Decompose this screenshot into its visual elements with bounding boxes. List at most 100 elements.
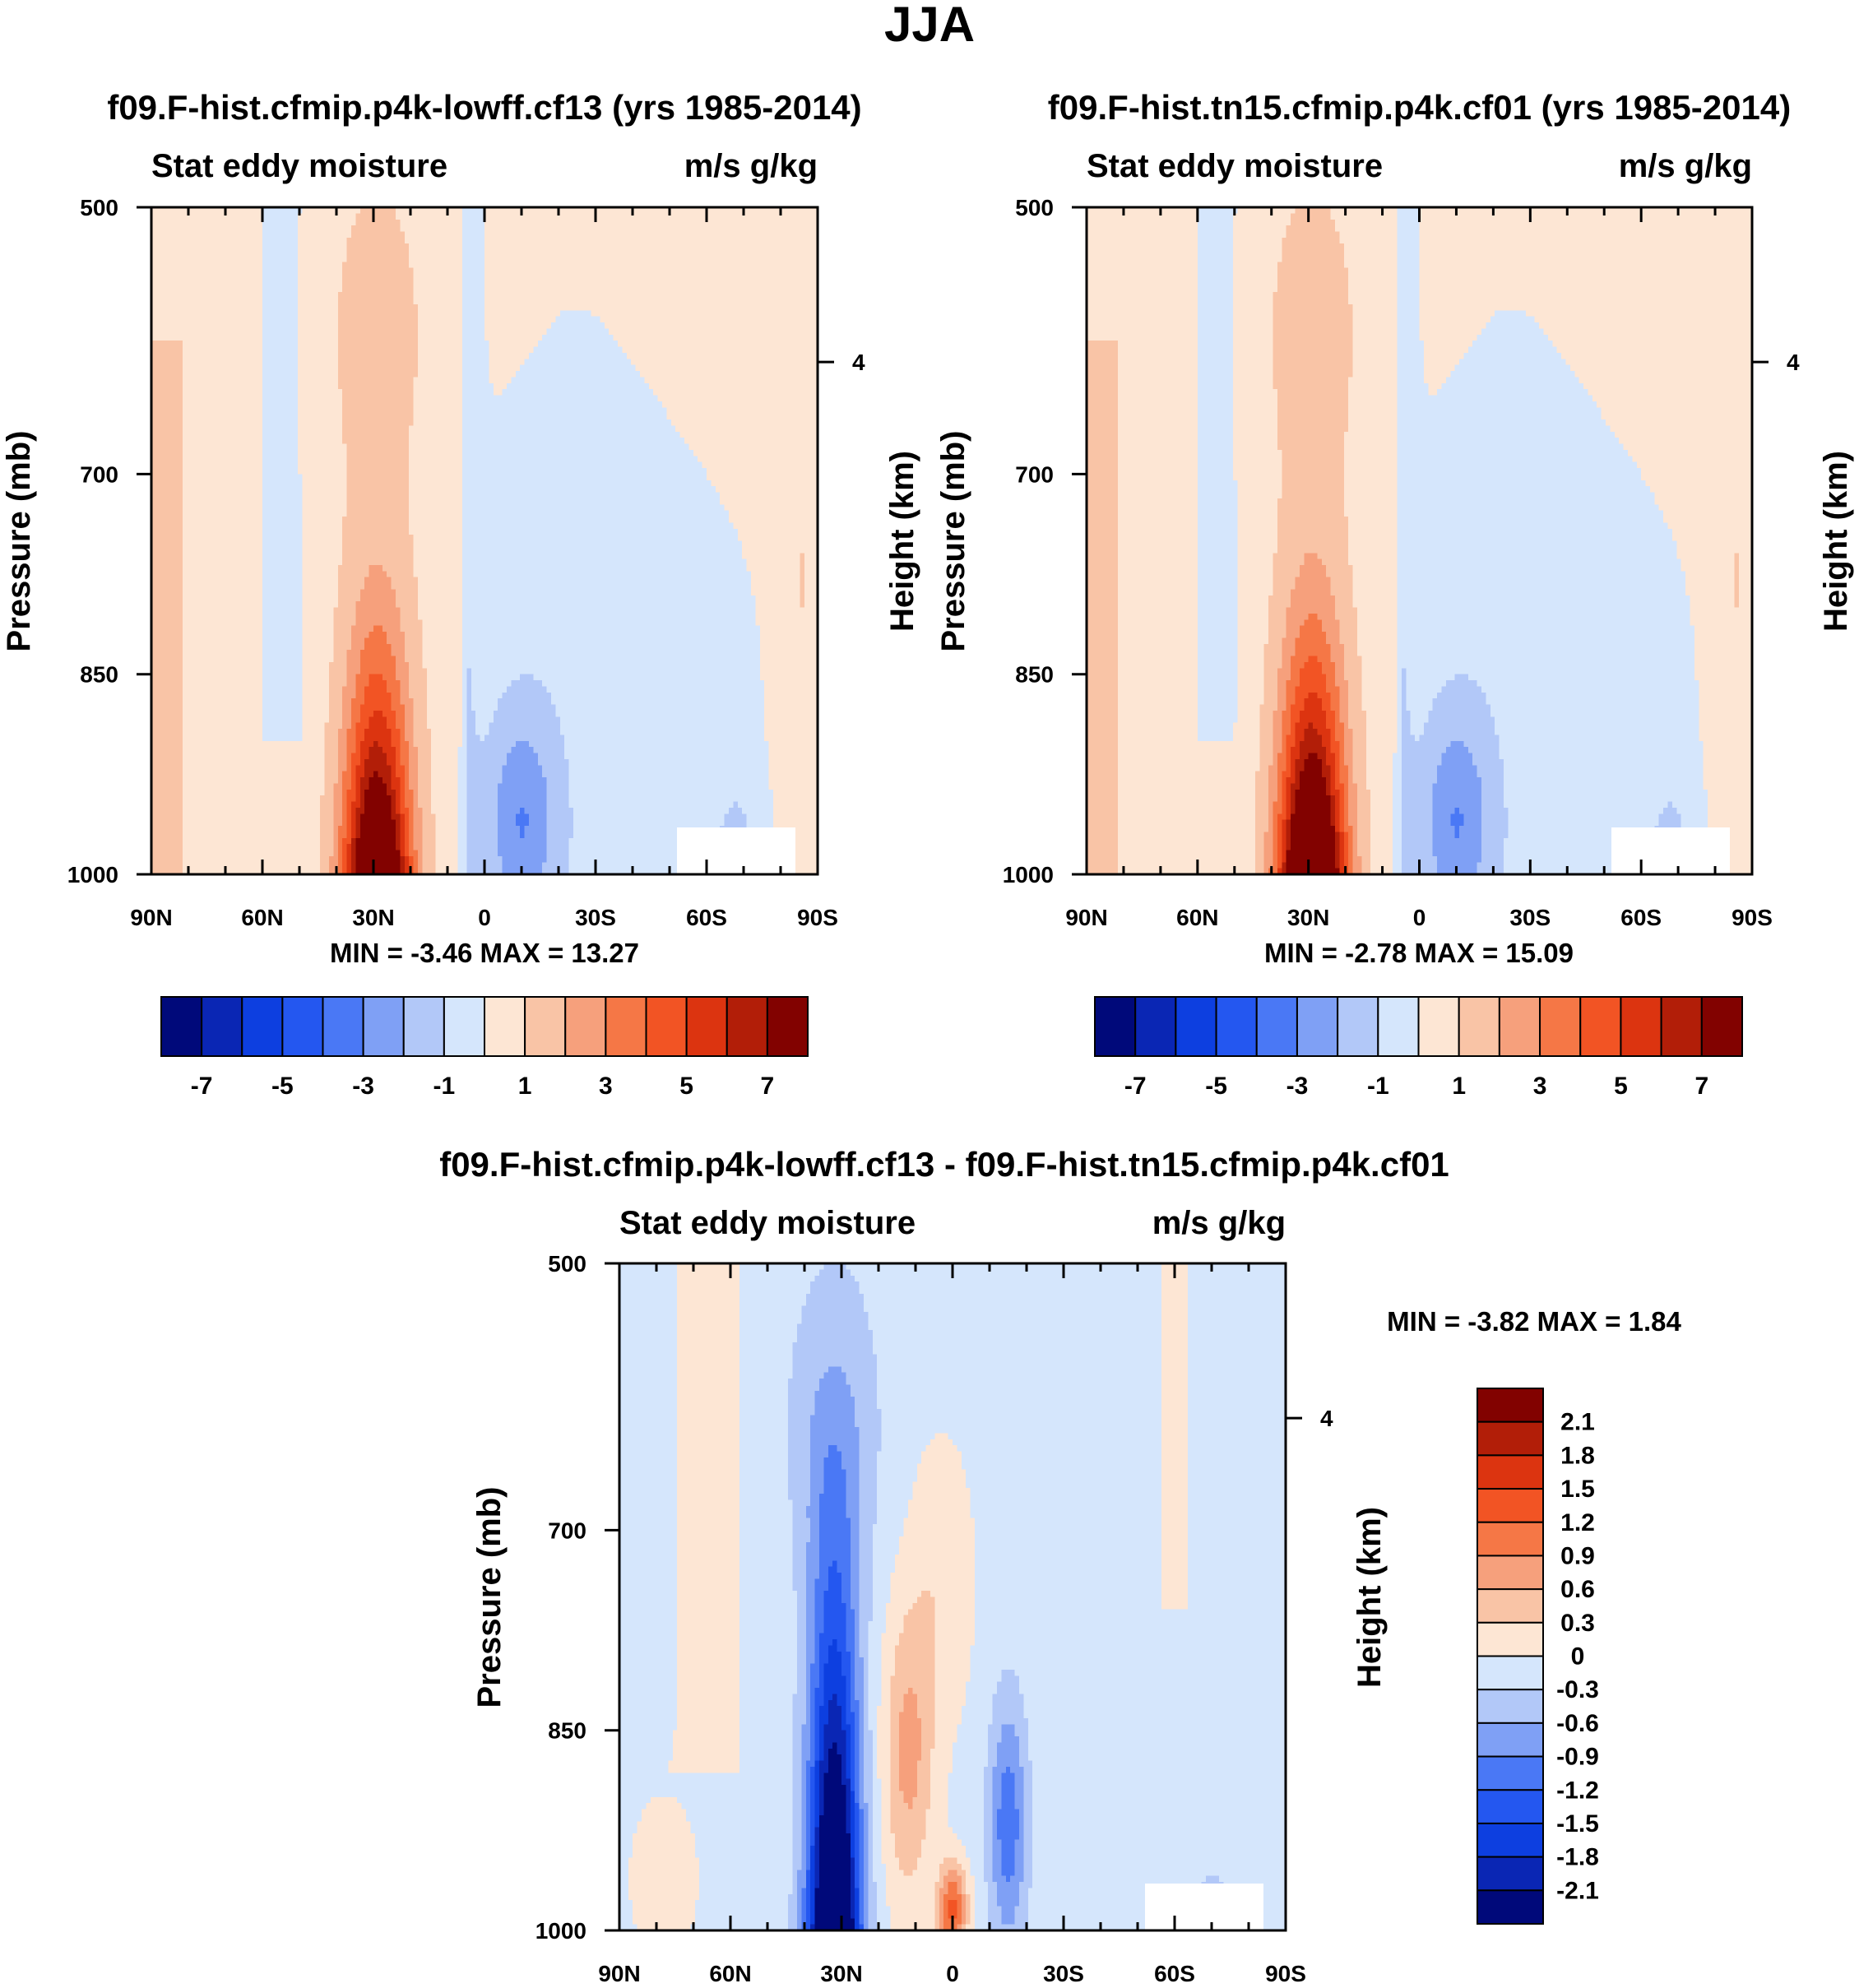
field-cell xyxy=(864,1712,869,1719)
field-cell xyxy=(1232,395,1278,402)
field-cell xyxy=(1348,850,1354,857)
field-cell xyxy=(1401,704,1407,711)
field-cell xyxy=(409,819,415,827)
colorbar-box xyxy=(1539,996,1582,1057)
field-cell xyxy=(1019,1681,1286,1689)
field-cell xyxy=(912,1688,935,1695)
field-cell xyxy=(1495,729,1699,736)
field-cell xyxy=(1232,249,1282,257)
field-cell xyxy=(1321,758,1327,766)
field-cell xyxy=(396,789,401,796)
field-cell xyxy=(677,1663,740,1671)
field-cell xyxy=(890,1809,927,1816)
min-max-label: MIN = -3.46 MAX = 13.27 xyxy=(330,938,639,968)
field-cell xyxy=(894,1645,935,1652)
field-cell xyxy=(961,1912,967,1919)
field-cell xyxy=(1299,783,1327,790)
field-cell xyxy=(182,813,321,821)
field-cell xyxy=(182,498,263,505)
field-cell xyxy=(872,1754,878,1762)
field-cell xyxy=(1569,364,1753,372)
field-cell xyxy=(435,832,459,839)
field-cell xyxy=(1397,304,1421,311)
field-cell xyxy=(855,1615,860,1622)
field-cell xyxy=(1467,747,1500,754)
field-cell xyxy=(764,722,818,730)
field-cell xyxy=(619,1420,678,1428)
field-cell xyxy=(975,1627,1286,1634)
field-cell xyxy=(1326,716,1336,724)
field-cell xyxy=(1397,213,1421,220)
field-cell xyxy=(1393,753,1402,760)
field-cell xyxy=(151,425,183,433)
field-cell xyxy=(650,1796,678,1804)
field-cell xyxy=(151,795,183,803)
field-cell xyxy=(1161,1481,1189,1489)
field-cell xyxy=(1295,637,1327,645)
field-cell xyxy=(619,1620,678,1628)
field-cell xyxy=(739,1342,794,1349)
field-cell xyxy=(850,1524,860,1531)
field-cell xyxy=(890,1796,905,1804)
field-cell xyxy=(1397,522,1669,530)
field-cell xyxy=(966,1694,994,1701)
field-cell xyxy=(1352,777,1367,785)
field-cell xyxy=(619,1906,633,1913)
field-cell xyxy=(739,1336,798,1343)
field-cell xyxy=(788,1487,811,1494)
field-cell xyxy=(1335,765,1341,772)
field-cell xyxy=(1188,1542,1286,1550)
field-cell xyxy=(1277,389,1349,396)
field-cell xyxy=(1263,674,1278,681)
field-cell xyxy=(699,1870,794,1877)
field-cell xyxy=(329,710,343,717)
field-cell xyxy=(498,819,517,827)
field-cell xyxy=(1273,716,1282,724)
field-cell xyxy=(1734,601,1740,609)
field-cell xyxy=(1317,692,1332,699)
field-cell xyxy=(828,1754,842,1762)
field-cell xyxy=(302,571,339,578)
field-cell xyxy=(810,1481,824,1489)
field-cell xyxy=(1676,540,1753,548)
field-cell xyxy=(1023,1766,1033,1773)
field-cell xyxy=(805,1882,811,1888)
field-cell xyxy=(337,826,348,832)
field-cell xyxy=(872,1766,878,1773)
field-cell xyxy=(1273,722,1282,730)
field-cell xyxy=(262,274,299,281)
field-cell xyxy=(1023,1814,1033,1822)
field-cell xyxy=(1254,783,1269,790)
field-cell xyxy=(792,1760,802,1768)
field-cell xyxy=(466,789,498,796)
field-cell xyxy=(846,1675,851,1683)
field-cell xyxy=(1197,504,1238,512)
field-cell xyxy=(1565,359,1753,366)
field-cell xyxy=(788,1900,798,1907)
field-cell xyxy=(810,1681,820,1689)
field-cell xyxy=(1291,729,1296,736)
field-cell xyxy=(966,1688,998,1695)
field-cell xyxy=(934,1912,940,1919)
field-cell xyxy=(1583,382,1753,390)
field-cell xyxy=(677,1694,740,1701)
field-cell xyxy=(846,1615,855,1622)
field-cell xyxy=(619,1591,678,1598)
colorbar-box xyxy=(1134,996,1177,1057)
field-cell xyxy=(739,1663,798,1671)
field-cell xyxy=(1117,771,1256,778)
field-cell xyxy=(992,1699,1024,1707)
field-cell xyxy=(462,449,694,456)
field-cell xyxy=(773,868,818,875)
field-cell xyxy=(810,1839,816,1847)
field-cell xyxy=(182,807,321,814)
field-cell xyxy=(850,1851,855,1859)
field-cell xyxy=(1423,377,1447,384)
field-cell xyxy=(262,729,304,736)
field-cell xyxy=(409,528,463,535)
field-cell xyxy=(546,801,570,809)
field-cell xyxy=(1087,413,1119,420)
field-cell xyxy=(151,862,183,869)
field-cell xyxy=(1361,868,1371,875)
field-cell xyxy=(1343,650,1358,657)
